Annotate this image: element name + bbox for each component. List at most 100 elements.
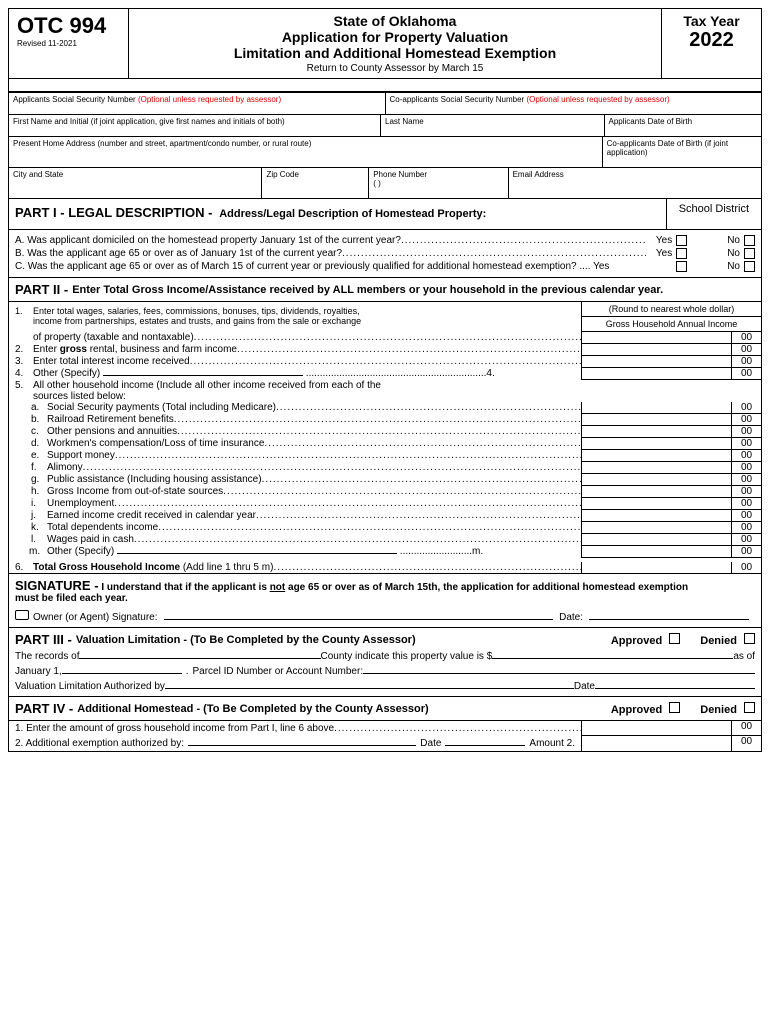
first-name-cell[interactable]: First Name and Initial (if joint applica… [9, 115, 381, 136]
part4-line1-amount[interactable] [581, 721, 731, 736]
line5m-amount[interactable] [581, 546, 731, 558]
income-header-row: 1.Enter total wages, salaries, fees, com… [9, 302, 761, 332]
part3-denied-checkbox[interactable] [744, 633, 755, 644]
qb-no-checkbox[interactable] [744, 248, 755, 259]
form-header: OTC 994 Revised 11-2021 State of Oklahom… [8, 8, 762, 79]
return-by: Return to County Assessor by March 15 [133, 63, 657, 74]
income-line-2: 2.Enter gross rental, business and farm … [9, 344, 761, 356]
income-line-5d: d.Workmen's compensation/Loss of time in… [9, 438, 761, 450]
part3-auth-field[interactable] [165, 688, 574, 689]
ssn-optional-2: (Optional unless requested by assessor) [526, 95, 669, 104]
line5l-amount[interactable] [581, 534, 731, 546]
part4-approval: Approved Denied [611, 702, 755, 716]
line6-amount[interactable] [581, 562, 731, 573]
line5f-amount[interactable] [581, 462, 731, 474]
line2-amount[interactable] [581, 344, 731, 356]
part3-approval: Approved Denied [611, 633, 755, 647]
line1-amount[interactable] [581, 332, 731, 344]
part4-subtitle: Additional Homestead - (To Be Completed … [77, 703, 428, 715]
line3-amount[interactable] [581, 356, 731, 368]
qc-yes [672, 261, 687, 272]
line5i-amount[interactable] [581, 498, 731, 510]
qa-yes-checkbox[interactable] [676, 235, 687, 246]
line3-cents: 00 [731, 356, 761, 368]
part3-county-field[interactable] [79, 658, 320, 659]
part3-approved-checkbox[interactable] [669, 633, 680, 644]
signature-text: I understand that if the applicant is no… [101, 582, 688, 593]
income-line-5a: a.Social Security payments (Total includ… [9, 402, 761, 414]
revised-date: Revised 11-2021 [17, 39, 120, 48]
part4-title: PART IV - [15, 701, 73, 716]
part1-title-area: PART I - LEGAL DESCRIPTION - Address/Leg… [9, 199, 666, 229]
part4-line2-amount[interactable] [581, 736, 731, 751]
line5b-desc: sources listed below: [9, 391, 581, 402]
line5j-amount[interactable] [581, 510, 731, 522]
part4-denied-checkbox[interactable] [744, 702, 755, 713]
zip-cell[interactable]: Zip Code [262, 168, 369, 198]
income-line-5-head2: sources listed below: [9, 391, 761, 402]
line5d-amount[interactable] [581, 438, 731, 450]
ssn-row: Applicants Social Security Number (Optio… [8, 93, 762, 115]
tax-year: 2022 [670, 29, 753, 52]
last-name-cell[interactable]: Last Name [381, 115, 605, 136]
part3-value-field[interactable] [492, 658, 733, 659]
form-number: OTC 994 [17, 13, 120, 39]
income-line-5m: m.Other (Specify) ......................… [9, 546, 761, 558]
line4-cents: 00 [731, 368, 761, 380]
part1-header: PART I - LEGAL DESCRIPTION - Address/Leg… [8, 199, 762, 230]
part3-denied: Denied [700, 633, 755, 647]
part2-header: PART II - Enter Total Gross Income/Assis… [8, 278, 762, 302]
part4-date-field[interactable] [445, 745, 525, 746]
phone-cell[interactable]: Phone Number( ) [369, 168, 508, 198]
qb-yes: Yes [656, 248, 687, 259]
applicant-ssn-label: Applicants Social Security Number [13, 95, 136, 104]
line1-cents: 00 [731, 332, 761, 344]
qc-no-checkbox[interactable] [744, 261, 755, 272]
qc-yes-checkbox[interactable] [676, 261, 687, 272]
line5b-amount[interactable] [581, 414, 731, 426]
co-dob-cell[interactable]: Co-applicants Date of Birth (if joint ap… [603, 137, 761, 167]
income-line-3: 3.Enter total interest income received3.… [9, 356, 761, 368]
line4-amount[interactable] [581, 368, 731, 380]
line5c-amount[interactable] [581, 426, 731, 438]
part4-auth-field[interactable] [188, 745, 416, 746]
part3-date-field[interactable] [595, 688, 755, 689]
title-line-1: Application for Property Valuation [133, 29, 657, 45]
line4-specify[interactable] [103, 375, 303, 376]
line6-cents: 00 [731, 562, 761, 573]
line5m-specify[interactable] [117, 553, 397, 554]
question-b: B. Was the applicant age 65 or over as o… [15, 247, 755, 260]
owner-label: Owner (or Agent) Signature: [33, 612, 158, 623]
coapplicant-ssn-cell[interactable]: Co-applicants Social Security Number (Op… [386, 93, 762, 114]
part3-title: PART III - [15, 632, 72, 647]
header-center: State of Oklahoma Application for Proper… [129, 9, 661, 78]
school-district-box[interactable]: School District [666, 199, 761, 229]
dob-cell[interactable]: Applicants Date of Birth [605, 115, 762, 136]
ssn-optional-1: (Optional unless requested by assessor) [138, 95, 281, 104]
line5a-amount[interactable] [581, 402, 731, 414]
header-spacer [8, 79, 762, 93]
address-cell[interactable]: Present Home Address (number and street,… [9, 137, 603, 167]
part3-year-field[interactable] [62, 673, 182, 674]
line5h-amount[interactable] [581, 486, 731, 498]
part4-approved-checkbox[interactable] [669, 702, 680, 713]
num-1: 1. [15, 306, 23, 316]
qa-no-checkbox[interactable] [744, 235, 755, 246]
question-a: A. Was applicant domiciled on the homest… [15, 234, 755, 247]
part3-parcel-field[interactable] [363, 673, 755, 674]
applicant-ssn-cell[interactable]: Applicants Social Security Number (Optio… [9, 93, 386, 114]
part4-approved: Approved [611, 702, 680, 716]
part3-records-line: The records of County indicate this prop… [15, 651, 755, 662]
line6-desc: 6.Total Gross Household Income (Add line… [9, 562, 581, 573]
email-cell[interactable]: Email Address [509, 168, 761, 198]
signature-field[interactable] [164, 619, 554, 620]
line5k-amount[interactable] [581, 522, 731, 534]
city-state-cell[interactable]: City and State [9, 168, 262, 198]
qb-yes-checkbox[interactable] [676, 248, 687, 259]
signature-date-field[interactable] [589, 619, 749, 620]
signature-title: SIGNATURE - [15, 578, 99, 593]
line5e-amount[interactable] [581, 450, 731, 462]
income-line-4: 4.Other (Specify) ......................… [9, 368, 761, 380]
state-name: State of Oklahoma [133, 13, 657, 29]
line5g-amount[interactable] [581, 474, 731, 486]
